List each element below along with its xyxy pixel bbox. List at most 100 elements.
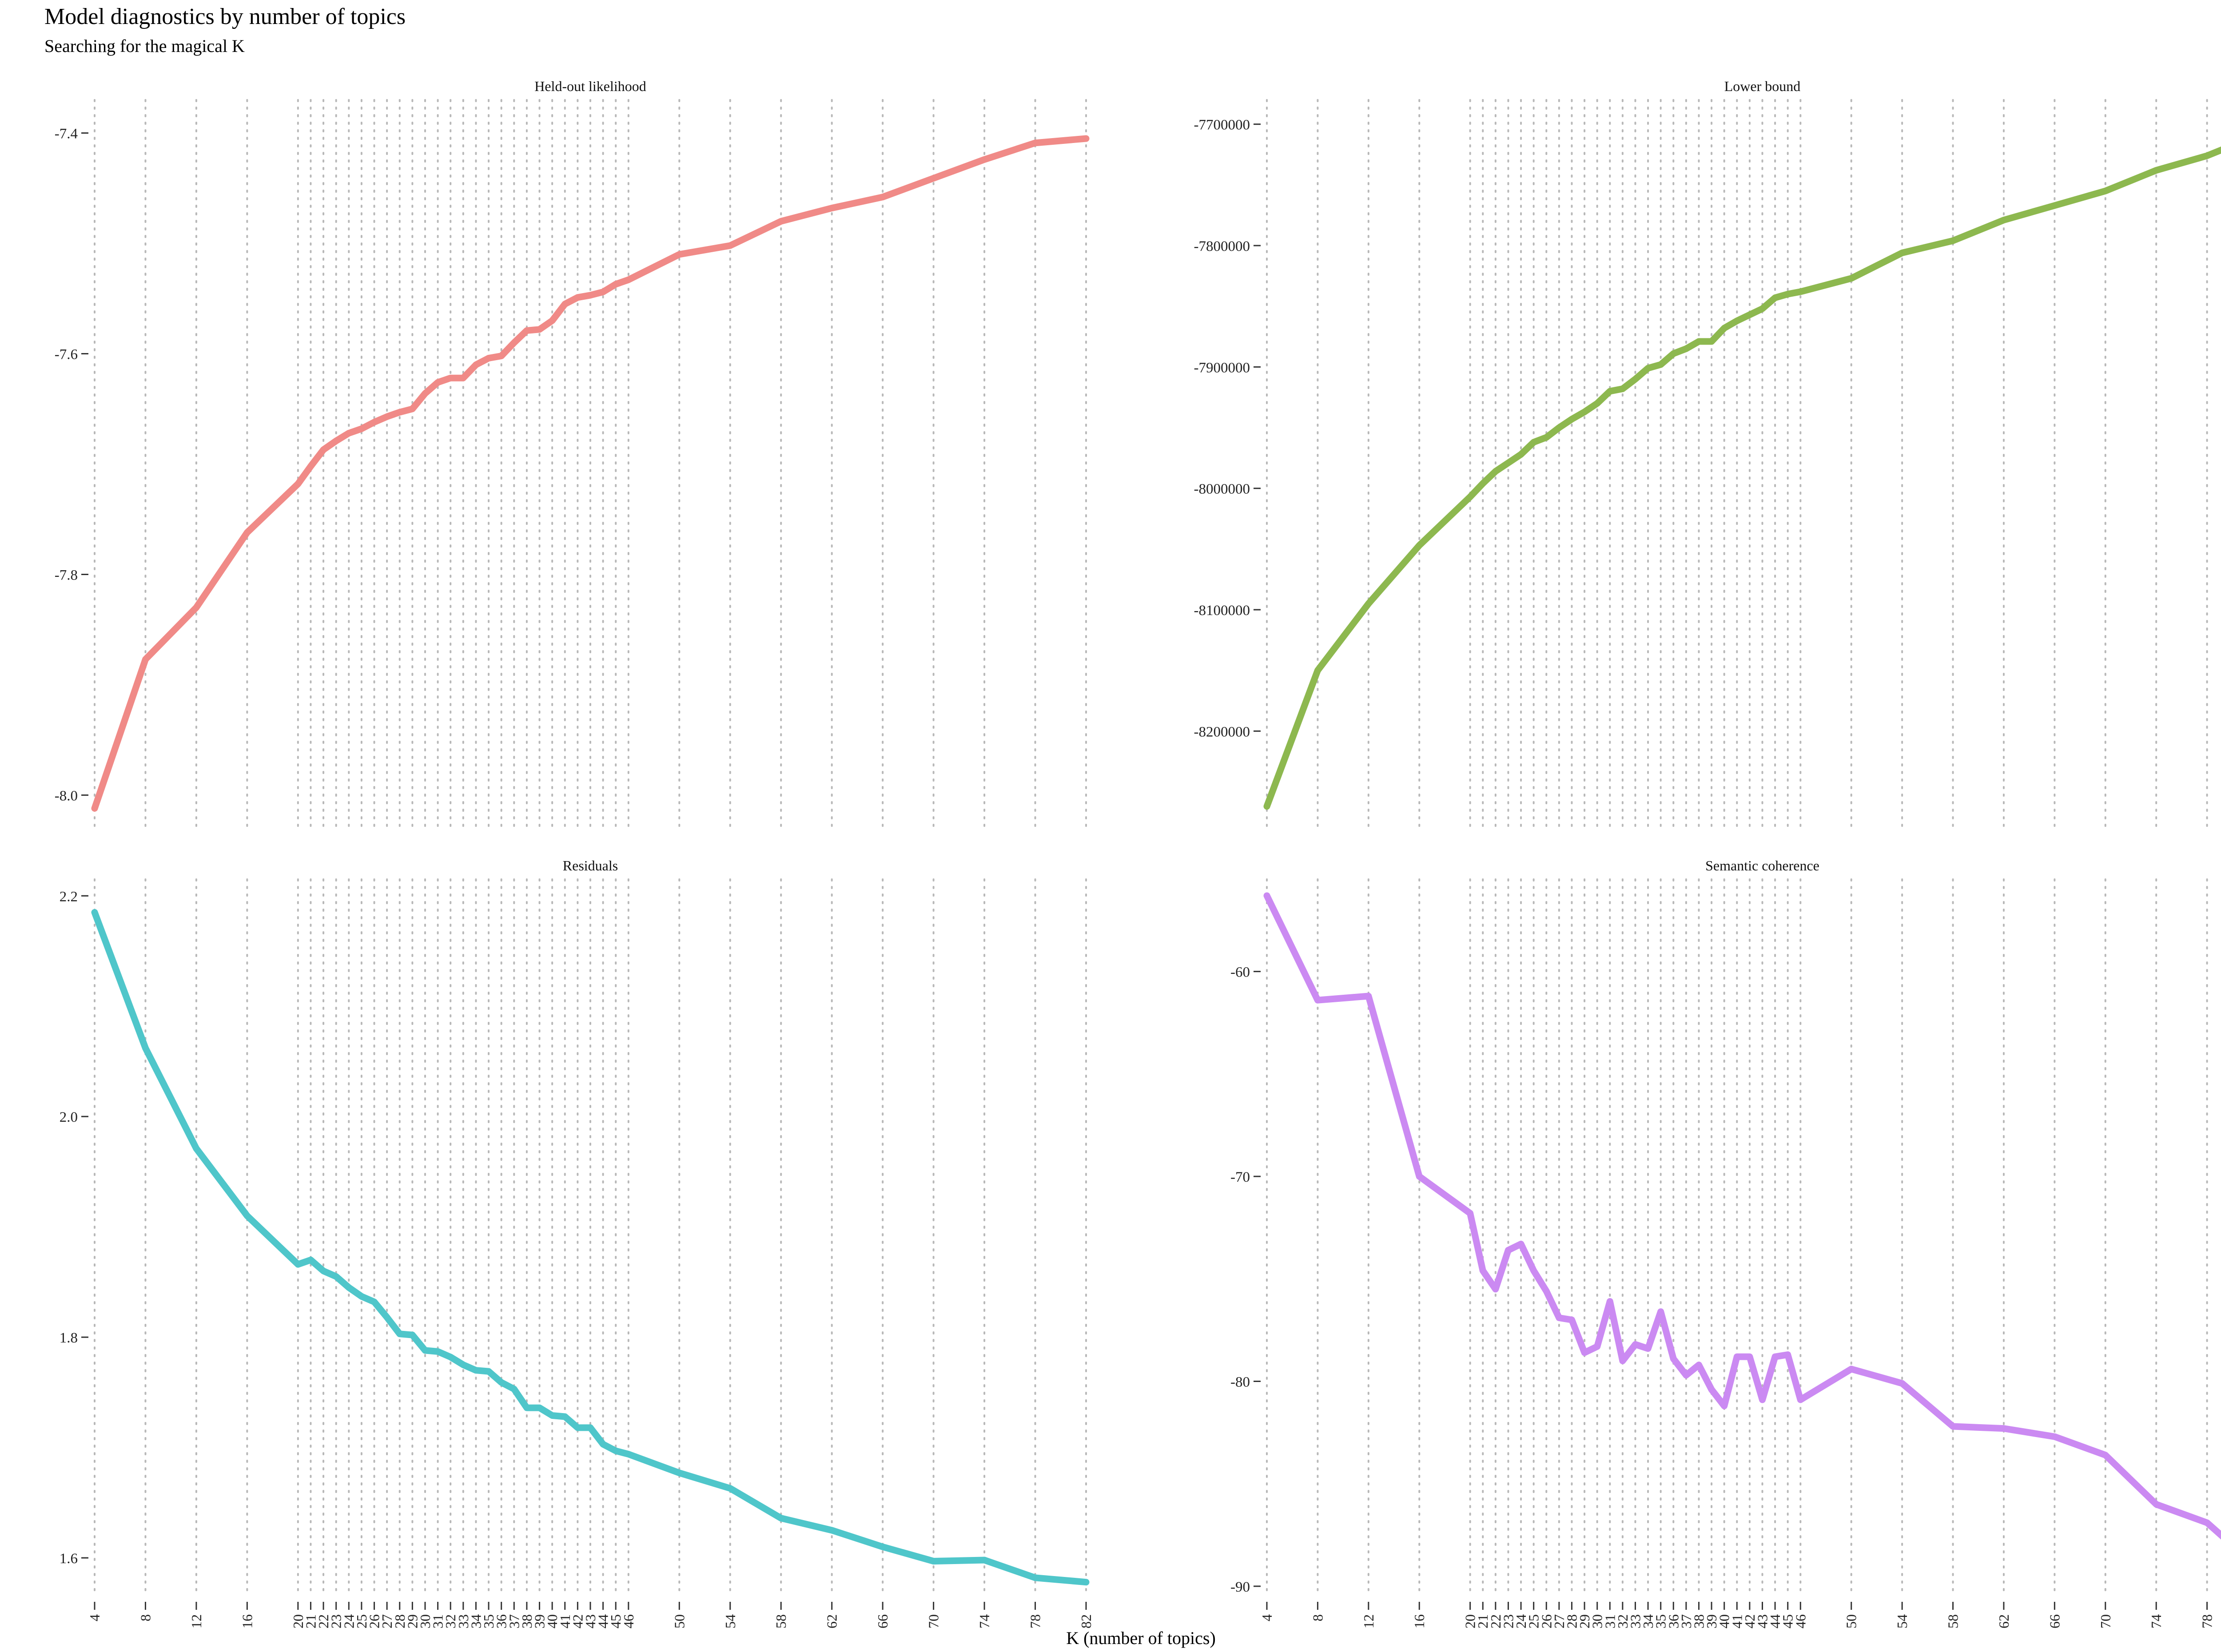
x-tick-label: 21 bbox=[1475, 1614, 1491, 1628]
x-tick-label: 82 bbox=[1078, 1614, 1094, 1628]
x-tick-label: 70 bbox=[2098, 1614, 2114, 1628]
x-tick-label: 24 bbox=[341, 1614, 357, 1628]
x-tick-label: 38 bbox=[1691, 1614, 1707, 1628]
x-tick-label: 8 bbox=[137, 1614, 153, 1621]
y-tick-label: -7900000 bbox=[1194, 360, 1250, 376]
x-tick-label: 16 bbox=[1411, 1614, 1427, 1628]
series-line-lower-bound bbox=[1263, 146, 2221, 810]
x-tick-label: 30 bbox=[1589, 1614, 1605, 1628]
panel-title: Semantic coherence bbox=[1705, 858, 1819, 874]
x-tick-label: 23 bbox=[328, 1614, 344, 1628]
x-tick-label: 74 bbox=[2148, 1614, 2164, 1628]
x-tick-label: 37 bbox=[1678, 1614, 1694, 1628]
x-tick-label: 42 bbox=[1742, 1614, 1758, 1628]
x-tick-label: 27 bbox=[379, 1614, 395, 1628]
x-tick-label: 23 bbox=[1500, 1614, 1516, 1628]
panel-title: Lower bound bbox=[1724, 78, 1801, 94]
x-tick-label: 43 bbox=[582, 1614, 598, 1628]
y-tick-label: -8200000 bbox=[1194, 724, 1250, 740]
x-tick-label: 62 bbox=[1996, 1614, 2012, 1628]
x-tick-label: 34 bbox=[468, 1614, 484, 1628]
y-tick-label: -70 bbox=[1230, 1169, 1250, 1185]
x-tick-label: 35 bbox=[481, 1614, 497, 1628]
x-tick-label: 58 bbox=[773, 1614, 789, 1628]
x-tick-label: 40 bbox=[544, 1614, 560, 1628]
x-tick-label: 12 bbox=[1361, 1614, 1377, 1628]
panel-lower-bound: Lower bound -7700000 -7800000 -7900000 -8000… bbox=[1194, 78, 2221, 829]
x-tick-label: 62 bbox=[824, 1614, 840, 1628]
x-tick-label: 78 bbox=[1027, 1614, 1043, 1628]
x-tick-label: 8 bbox=[1310, 1614, 1325, 1621]
x-tick-label: 29 bbox=[1576, 1614, 1592, 1628]
panel-title: Residuals bbox=[563, 858, 618, 874]
x-tick-label: 44 bbox=[595, 1614, 611, 1628]
x-tick-label: 50 bbox=[671, 1614, 687, 1628]
x-tick-label: 46 bbox=[1792, 1614, 1808, 1628]
x-tick-label: 35 bbox=[1653, 1614, 1669, 1628]
x-tick-label: 58 bbox=[1945, 1614, 1961, 1628]
x-tick-label: 28 bbox=[1564, 1614, 1580, 1628]
y-tick-label: -7800000 bbox=[1194, 238, 1250, 254]
x-tick-label: 54 bbox=[722, 1614, 738, 1628]
chart-title: Model diagnostics by number of topics bbox=[44, 4, 406, 29]
x-tick-label: 16 bbox=[239, 1614, 255, 1628]
x-tick-label: 42 bbox=[569, 1614, 585, 1628]
series-line-residuals bbox=[91, 909, 1090, 1586]
x-tick-label: 32 bbox=[1615, 1614, 1631, 1628]
y-tick-label: -60 bbox=[1230, 965, 1250, 981]
x-tick-label: 41 bbox=[1729, 1614, 1745, 1628]
x-tick-label: 29 bbox=[404, 1614, 420, 1628]
x-tick-label: 28 bbox=[392, 1614, 408, 1628]
x-tick-label: 43 bbox=[1755, 1614, 1771, 1628]
x-tick-label: 22 bbox=[315, 1614, 331, 1628]
x-tick-label: 54 bbox=[1894, 1614, 1910, 1628]
x-tick-label: 25 bbox=[1526, 1614, 1542, 1628]
y-tick-label: 1.6 bbox=[60, 1551, 78, 1567]
x-tick-label: 50 bbox=[1843, 1614, 1859, 1628]
y-tick-label: -90 bbox=[1230, 1579, 1250, 1595]
x-axis-label: K (number of topics) bbox=[1066, 1628, 1216, 1648]
x-tick-label: 4 bbox=[1259, 1614, 1275, 1621]
y-tick-label: -7.4 bbox=[55, 126, 78, 142]
x-tick-label: 66 bbox=[875, 1614, 891, 1628]
y-tick-label: -7.8 bbox=[55, 567, 78, 583]
x-tick-label: 20 bbox=[1462, 1614, 1478, 1628]
x-tick-label: 33 bbox=[455, 1614, 471, 1628]
x-tick-label: 36 bbox=[494, 1614, 509, 1628]
panel-semantic-coherence: Semantic coherence -60 -70 -80 -90 4 8 12 16 2021… bbox=[1230, 858, 2221, 1628]
x-tick-label: 45 bbox=[608, 1614, 624, 1628]
x-tick-label: 45 bbox=[1780, 1614, 1796, 1628]
x-tick-label: 21 bbox=[303, 1614, 318, 1628]
y-tick-label: -8000000 bbox=[1194, 481, 1250, 497]
x-tick-label: 39 bbox=[1704, 1614, 1719, 1628]
x-tick-label: 25 bbox=[354, 1614, 370, 1628]
y-tick-label: -8100000 bbox=[1194, 603, 1250, 619]
x-tick-label: 38 bbox=[519, 1614, 535, 1628]
x-tick-label: 37 bbox=[506, 1614, 522, 1628]
x-tick-label: 26 bbox=[1538, 1614, 1554, 1628]
x-tick-label: 24 bbox=[1513, 1614, 1529, 1628]
x-tick-label: 26 bbox=[366, 1614, 382, 1628]
series-line-semantic-coherence bbox=[1263, 892, 2221, 1540]
x-tick-label: 31 bbox=[1602, 1614, 1618, 1628]
chart-subtitle: Searching for the magical K bbox=[44, 36, 245, 56]
x-tick-label: 46 bbox=[621, 1614, 637, 1628]
x-tick-label: 36 bbox=[1665, 1614, 1681, 1628]
x-tick-label: 70 bbox=[926, 1614, 942, 1628]
x-tick-label: 12 bbox=[188, 1614, 204, 1628]
x-tick-label: 41 bbox=[557, 1614, 573, 1628]
y-tick-label: 2.2 bbox=[60, 889, 78, 905]
x-tick-label: 66 bbox=[2046, 1614, 2062, 1628]
x-tick-label: 20 bbox=[290, 1614, 306, 1628]
x-tick-label: 31 bbox=[430, 1614, 446, 1628]
y-tick-label: -80 bbox=[1230, 1374, 1250, 1390]
x-tick-label: 32 bbox=[442, 1614, 458, 1628]
x-tick-label: 27 bbox=[1551, 1614, 1567, 1628]
y-tick-label: 1.8 bbox=[60, 1330, 78, 1346]
x-tick-label: 22 bbox=[1488, 1614, 1504, 1628]
x-tick-label: 78 bbox=[2199, 1614, 2215, 1628]
x-tick-label: 44 bbox=[1767, 1614, 1783, 1628]
x-tick-label: 74 bbox=[976, 1614, 992, 1628]
